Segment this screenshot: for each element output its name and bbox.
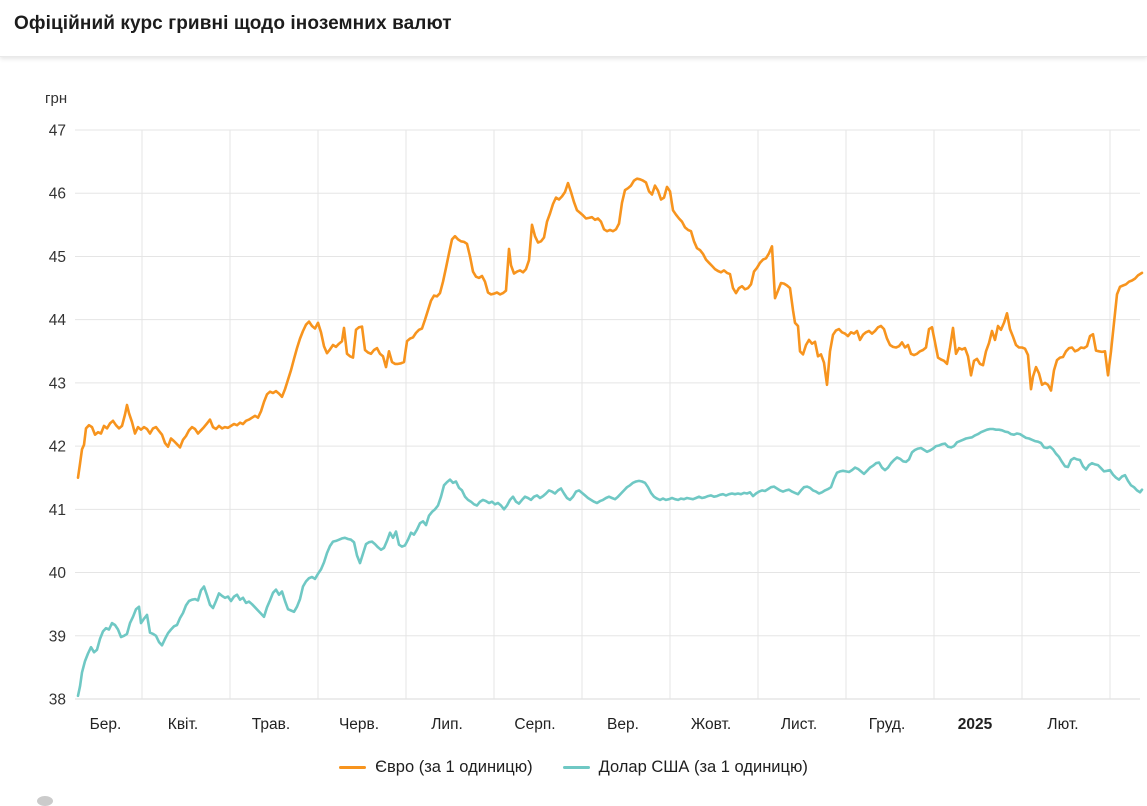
- euro-line-swatch-icon: [339, 766, 367, 769]
- x-month-label: Серп.: [514, 716, 555, 733]
- x-month-label: Лист.: [781, 716, 817, 733]
- usd-line-swatch-icon: [562, 766, 590, 769]
- legend-item-euro[interactable]: Євро (за 1 одиницю): [339, 758, 533, 777]
- y-tick-label: 40: [49, 565, 67, 582]
- y-axis-unit-label: грн: [45, 90, 68, 107]
- x-month-label: Трав.: [252, 716, 290, 733]
- x-month-label: 2025: [958, 716, 993, 733]
- x-month-label: Жовт.: [691, 716, 731, 733]
- x-month-label: Груд.: [869, 716, 906, 733]
- y-tick-label: 44: [49, 312, 67, 329]
- y-tick-label: 43: [49, 375, 66, 392]
- series-line-euro: [76, 177, 1144, 480]
- x-month-label: Бер.: [90, 716, 122, 733]
- y-tick-label: 45: [49, 249, 66, 266]
- x-month-label: Лип.: [431, 716, 463, 733]
- chart-title: Офіційний курс гривні щодо іноземних вал…: [14, 13, 452, 34]
- page-scroll-fragment: [37, 796, 53, 806]
- y-tick-label: 39: [49, 628, 66, 645]
- y-tick-label: 41: [49, 502, 66, 519]
- chart-header: Офіційний курс гривні щодо іноземних вал…: [0, 0, 1147, 57]
- x-month-label: Черв.: [339, 716, 379, 733]
- y-tick-label: 47: [49, 123, 66, 140]
- x-month-label: Квіт.: [168, 716, 198, 733]
- series-line-usd: [76, 427, 1144, 698]
- y-tick-label: 38: [49, 692, 66, 709]
- legend-label-usd: Долар США (за 1 одиницю): [598, 758, 808, 776]
- chart-legend: Євро (за 1 одиницю) Долар США (за 1 один…: [0, 758, 1147, 777]
- legend-label-euro: Євро (за 1 одиницю): [375, 758, 533, 776]
- x-month-label: Лют.: [1047, 716, 1078, 733]
- legend-item-usd[interactable]: Долар США (за 1 одиницю): [562, 758, 808, 777]
- y-tick-label: 42: [49, 439, 66, 456]
- x-month-label: Вер.: [607, 716, 639, 733]
- y-tick-label: 46: [49, 186, 66, 203]
